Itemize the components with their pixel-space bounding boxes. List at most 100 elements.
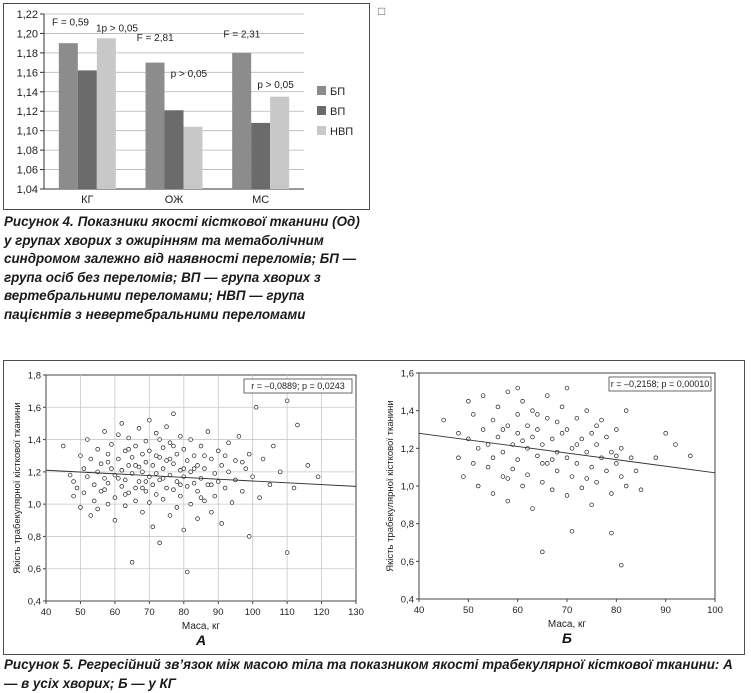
data-point	[153, 453, 159, 458]
data-point	[236, 434, 242, 439]
data-point	[112, 518, 118, 523]
data-point	[500, 427, 506, 432]
data-point	[160, 476, 166, 481]
data-point	[505, 389, 511, 395]
data-point	[614, 427, 619, 432]
data-point	[198, 443, 204, 449]
data-point	[505, 476, 511, 481]
x-tick-label: 40	[41, 607, 52, 618]
data-point	[564, 385, 570, 391]
data-point	[67, 472, 73, 478]
data-point	[133, 463, 138, 468]
data-point	[136, 479, 142, 484]
data-point	[88, 513, 94, 518]
data-point	[150, 463, 156, 468]
data-point	[559, 404, 565, 410]
data-point	[530, 506, 535, 511]
data-point	[495, 404, 501, 410]
data-point	[212, 493, 218, 499]
figure-4-caption-label: Рисунок 4.	[4, 214, 74, 229]
data-point	[240, 459, 245, 465]
y-tick-label: 1,12	[17, 106, 38, 118]
data-point	[209, 509, 214, 515]
data-point	[133, 485, 138, 491]
data-point	[569, 446, 575, 451]
data-point	[191, 466, 197, 471]
data-point	[530, 434, 535, 440]
y-tick-label: 1,18	[17, 48, 38, 60]
bar	[270, 96, 290, 189]
data-point	[143, 459, 149, 465]
data-point	[74, 485, 80, 491]
data-point	[116, 432, 121, 437]
data-point	[71, 479, 76, 484]
annotation-box	[608, 376, 712, 392]
data-point	[122, 477, 128, 483]
corner-mark: □	[378, 4, 386, 18]
data-point	[78, 505, 83, 510]
x-tick-label: 70	[562, 605, 573, 616]
data-point	[688, 453, 693, 459]
y-axis-label: Якість трабекулярної кісткової тканини	[12, 402, 23, 573]
data-point	[160, 497, 166, 502]
x-tick-label: 100	[245, 607, 261, 618]
data-point	[490, 491, 496, 496]
data-point	[604, 434, 609, 440]
data-point	[102, 487, 107, 492]
figure-5-caption-label: Рисунок 5.	[4, 657, 74, 672]
data-point	[222, 485, 228, 491]
data-point	[91, 482, 97, 488]
panel-label: Б	[562, 630, 572, 646]
y-tick-label: 1,20	[17, 28, 38, 40]
data-point	[253, 405, 259, 410]
data-point	[604, 468, 609, 474]
data-point	[305, 463, 311, 468]
x-tick-label: МС	[252, 194, 269, 206]
data-point	[456, 455, 461, 460]
data-point	[150, 524, 156, 529]
data-point	[226, 440, 231, 446]
data-point	[500, 449, 506, 455]
data-point	[202, 453, 207, 458]
data-point	[584, 408, 589, 413]
data-point	[569, 528, 575, 534]
data-point	[525, 472, 530, 477]
data-point	[623, 408, 629, 413]
data-point	[184, 569, 190, 575]
data-point	[599, 417, 604, 423]
data-point	[202, 498, 207, 504]
y-tick-label: 1,4	[401, 406, 414, 417]
data-point	[589, 431, 594, 436]
data-point	[619, 474, 624, 479]
data-point	[271, 443, 276, 449]
y-tick-label: 1,0	[401, 482, 414, 493]
x-tick-label: 90	[213, 607, 224, 618]
data-point	[116, 476, 121, 481]
data-point	[564, 493, 570, 498]
data-point	[147, 448, 152, 454]
x-tick-label: 50	[75, 607, 86, 618]
data-point	[515, 431, 520, 436]
data-point	[480, 393, 486, 398]
data-point	[500, 474, 506, 479]
data-point	[153, 471, 159, 476]
data-point	[133, 498, 138, 504]
data-point	[520, 483, 525, 489]
bar	[251, 122, 271, 189]
data-point	[105, 459, 111, 465]
data-point	[609, 530, 614, 536]
data-point	[157, 437, 162, 442]
data-point	[191, 480, 197, 486]
figure-5-panel: 0,4 0,6 0,8 1,0 1,2 1,4 1,6 1,8 40 50 60 70 80 90 100 1…	[3, 360, 745, 655]
data-point	[540, 549, 545, 555]
data-point	[545, 393, 550, 398]
y-tick-label: 1,10	[17, 126, 38, 138]
y-tick-label: 0,8	[401, 519, 414, 530]
panel-label: А	[195, 632, 206, 648]
data-point	[222, 453, 228, 458]
data-point	[188, 501, 193, 507]
data-point	[181, 474, 187, 479]
data-point	[119, 484, 125, 489]
annotation-label: F = 2,81	[137, 33, 174, 44]
data-point	[490, 455, 496, 460]
